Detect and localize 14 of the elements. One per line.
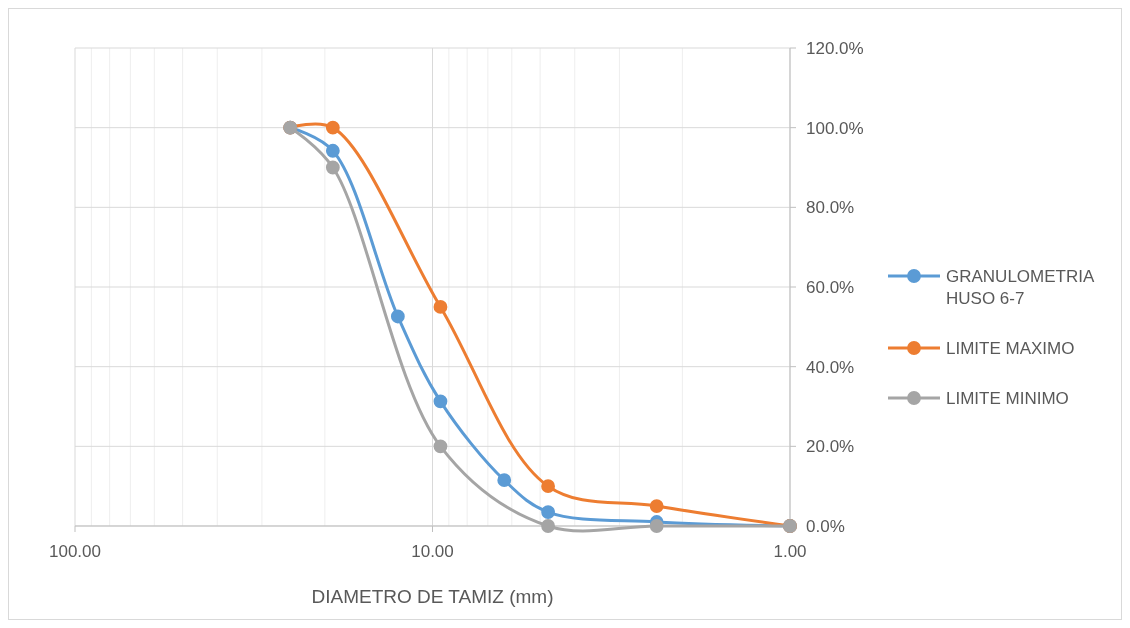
x-tick-label: 100.00	[49, 542, 101, 561]
y-tick-label: 80.0%	[806, 198, 855, 218]
x-axis-title: DIAMETRO DE TAMIZ (mm)	[311, 586, 554, 607]
legend-label: LIMITE MINIMO	[946, 389, 1069, 408]
legend-label: GRANULOMETRIA HUSO 6-7	[946, 267, 1095, 308]
x-tick-label: 1.00	[773, 542, 807, 561]
y-tick-label: 40.0%	[806, 357, 855, 377]
y-tick-label: 20.0%	[806, 437, 855, 457]
x-tick-label: 10.00	[411, 542, 454, 561]
y-tick-label: 120.0%	[806, 39, 864, 58]
y-tick-label: 100.0%	[806, 118, 864, 138]
y-tick-label: 0.0%	[806, 517, 845, 536]
y-tick-label: 60.0%	[806, 278, 855, 297]
legend-label: LIMITE MAXIMO	[946, 339, 1075, 358]
